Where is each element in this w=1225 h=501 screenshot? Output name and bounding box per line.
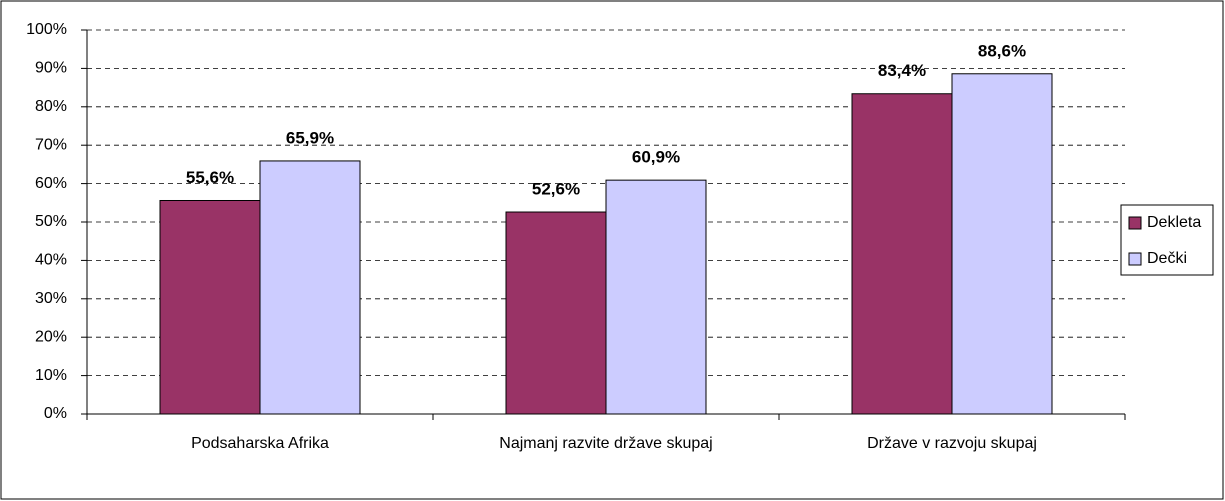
- x-tick-label: Najmanj razvite države skupaj: [499, 435, 712, 452]
- y-tick-label: 70%: [35, 136, 67, 153]
- y-tick-label: 60%: [35, 175, 67, 192]
- legend-label: Dečki: [1147, 250, 1187, 267]
- value-label: 52,6%: [532, 180, 580, 199]
- y-tick-label: 90%: [35, 60, 67, 77]
- y-tick-label: 10%: [35, 367, 67, 384]
- x-tick-label: Podsaharska Afrika: [191, 435, 329, 452]
- value-label: 65,9%: [286, 128, 334, 147]
- y-tick-label: 80%: [35, 98, 67, 115]
- y-tick-label: 40%: [35, 252, 67, 269]
- bar: [259, 160, 361, 415]
- y-tick-label: 20%: [35, 328, 67, 345]
- value-label: 83,4%: [878, 61, 926, 80]
- value-label: 60,9%: [632, 148, 680, 167]
- value-label: 88,6%: [978, 41, 1026, 60]
- bar: [605, 179, 707, 415]
- x-tick-label: Države v razvoju skupaj: [867, 435, 1037, 452]
- value-label: 55,6%: [186, 168, 234, 187]
- bar: [851, 93, 953, 415]
- bar: [505, 211, 607, 415]
- bar: [159, 199, 261, 415]
- legend-swatch: [1128, 216, 1142, 230]
- y-tick-label: 30%: [35, 290, 67, 307]
- legend-label: Dekleta: [1147, 214, 1201, 231]
- y-tick-label: 100%: [26, 21, 67, 38]
- legend-swatch: [1128, 252, 1142, 266]
- y-tick-label: 0%: [44, 405, 67, 422]
- bar: [951, 73, 1053, 415]
- y-tick-label: 50%: [35, 213, 67, 230]
